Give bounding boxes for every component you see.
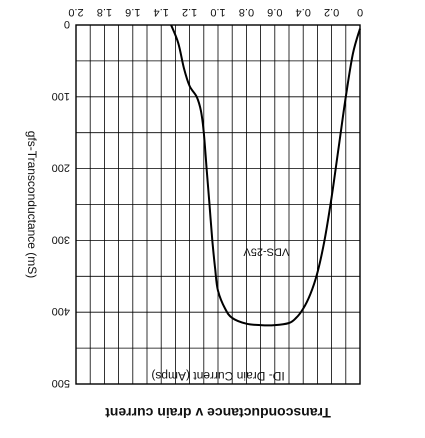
x-tick-label: 0 bbox=[357, 6, 363, 18]
grid-layer bbox=[75, 24, 361, 385]
vds-annotation: VDS-25V bbox=[243, 245, 290, 257]
y-tick-label: 500 bbox=[52, 377, 70, 389]
x-axis-label: ID- Drain Current (Amps) bbox=[151, 369, 284, 383]
x-tick-label: 0.8 bbox=[239, 6, 254, 18]
chart-title: Transconductance v drain current bbox=[105, 405, 331, 421]
x-tick-label: 1.0 bbox=[210, 6, 225, 18]
x-tick-label: 1.6 bbox=[125, 6, 140, 18]
x-tick-label: 1.8 bbox=[97, 6, 112, 18]
y-tick-label: 200 bbox=[52, 162, 70, 174]
x-tick-label: 1.2 bbox=[182, 6, 197, 18]
x-tick-label: 0.6 bbox=[267, 6, 282, 18]
x-tick-label: 2.0 bbox=[68, 6, 83, 18]
y-tick-label: 0 bbox=[64, 18, 70, 30]
x-tick-label: 1.4 bbox=[154, 6, 169, 18]
x-tick-label: 0.4 bbox=[296, 6, 311, 18]
x-tick-label: 0.2 bbox=[324, 6, 339, 18]
y-axis-label: gfs-Transconductance (mS) bbox=[25, 131, 39, 279]
tick-layer: 00.20.40.60.81.01.21.41.61.82.0010020030… bbox=[52, 6, 363, 389]
series-line bbox=[170, 24, 361, 327]
y-tick-label: 400 bbox=[52, 305, 70, 317]
y-tick-label: 300 bbox=[52, 233, 70, 245]
y-tick-label: 100 bbox=[52, 90, 70, 102]
